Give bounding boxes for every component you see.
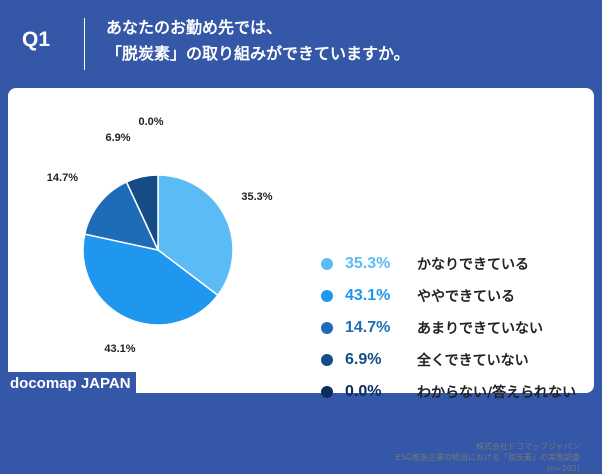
- legend-item: 6.9% 全くできていない: [321, 344, 601, 376]
- legend-label: あまりできていない: [417, 321, 543, 337]
- legend-swatch: [321, 354, 333, 366]
- question-title: あなたのお勤め先では、 「脱炭素」の取り組みができていますか。: [106, 15, 410, 67]
- slice-data-label: 35.3%: [241, 191, 272, 203]
- source-note: 株式会社ドコマップジャパン ESG推進企業の物流における「脱炭素」の実態調査 (…: [396, 441, 580, 474]
- legend-label: ややできている: [417, 289, 515, 305]
- slice-data-label: 0.0%: [138, 116, 163, 128]
- header-divider: [84, 18, 85, 70]
- legend-percent: 43.1%: [345, 287, 391, 304]
- legend-swatch: [321, 290, 333, 302]
- question-title-line1: あなたのお勤め先では、: [106, 18, 283, 37]
- source-survey: ESG推進企業の物流における「脱炭素」の実態調査: [395, 453, 580, 462]
- source-sample-size: (n=102): [546, 464, 580, 473]
- source-company: 株式会社ドコマップジャパン: [476, 442, 580, 451]
- legend-swatch: [321, 258, 333, 270]
- legend-item: 35.3% かなりできている: [321, 248, 601, 280]
- legend-item: 43.1% ややできている: [321, 280, 601, 312]
- legend-percent: 6.9%: [345, 351, 382, 368]
- legend-label: 全くできていない: [417, 353, 529, 369]
- legend-label: わからない/答えられない: [417, 385, 577, 401]
- slice-data-label: 6.9%: [105, 132, 130, 144]
- legend-item: 14.7% あまりできていない: [321, 312, 601, 344]
- question-title-line2: 「脱炭素」の取り組みができていますか。: [106, 44, 410, 63]
- question-number: Q1: [22, 28, 51, 51]
- legend-percent: 0.0%: [345, 383, 382, 400]
- brand-logo: docomap JAPAN: [0, 372, 136, 396]
- chart-card: 35.3% 43.1% 14.7% 6.9% 0.0% 35.3% かなりできている 43.…: [8, 88, 594, 473]
- legend-swatch: [321, 386, 333, 398]
- pie-slice: [83, 180, 160, 252]
- legend-percent: 35.3%: [345, 255, 391, 272]
- slice-data-label: 14.7%: [47, 172, 78, 184]
- legend-percent: 14.7%: [345, 319, 391, 336]
- pie-slice: [125, 174, 159, 251]
- pie-chart: 35.3% 43.1% 14.7% 6.9% 0.0%: [47, 116, 273, 355]
- legend-item: 0.0% わからない/答えられない: [321, 376, 601, 408]
- legend: 35.3% かなりできている 43.1% ややできている 14.7% あまりできていない 6…: [321, 248, 601, 408]
- legend-swatch: [321, 322, 333, 334]
- header: Q1 あなたのお勤め先では、 「脱炭素」の取り組みができていますか。: [0, 0, 602, 86]
- pie-slice: [157, 174, 234, 297]
- pie-slice: [82, 233, 219, 326]
- legend-label: かなりできている: [417, 257, 529, 273]
- slice-data-label: 43.1%: [104, 343, 135, 355]
